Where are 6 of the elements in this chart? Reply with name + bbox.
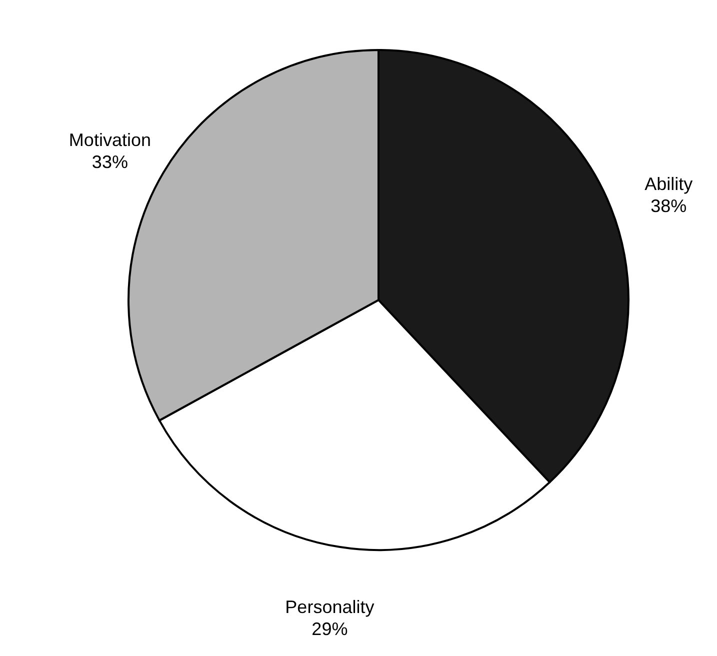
data-label: 33%: [92, 152, 128, 172]
data-label: 29%: [312, 619, 348, 640]
slice-label: Ability: [644, 174, 693, 194]
data-label: 38%: [650, 196, 687, 216]
slice-label: Personality: [285, 597, 374, 618]
slice-label: Motivation: [68, 130, 151, 150]
